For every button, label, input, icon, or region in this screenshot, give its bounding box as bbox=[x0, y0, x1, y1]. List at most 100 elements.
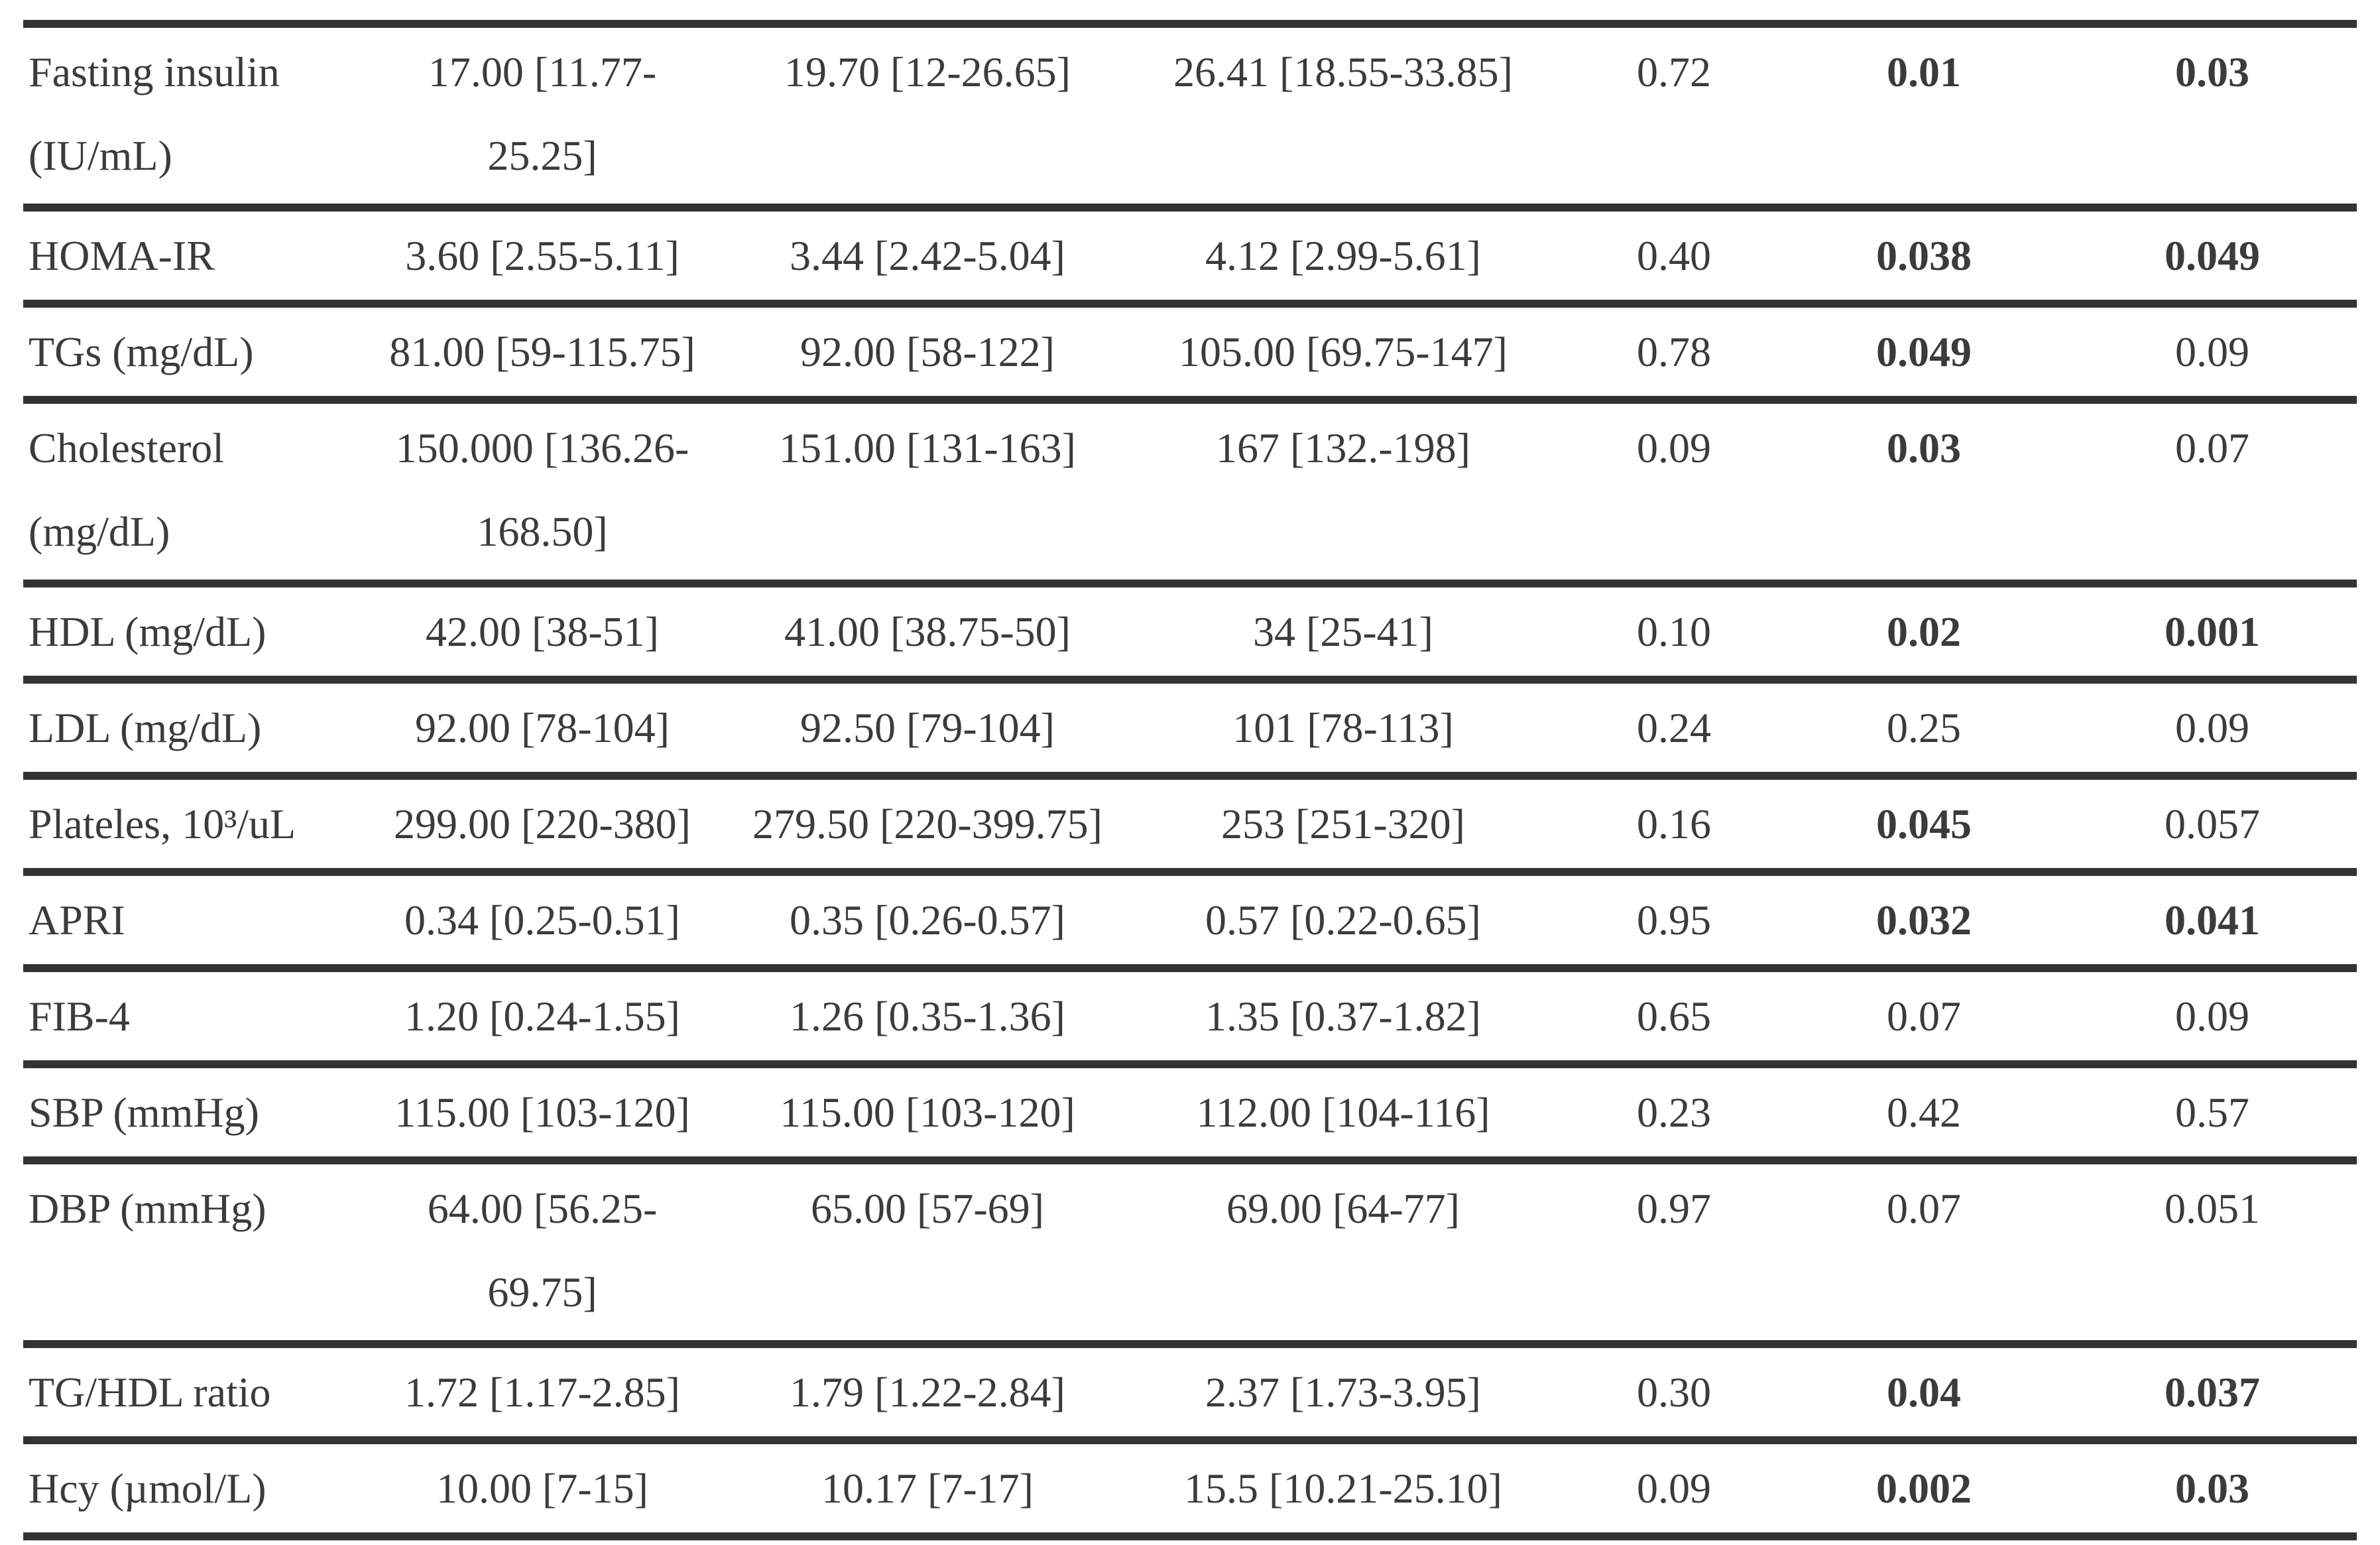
median-iqr-group3: 34 [25-41] bbox=[1253, 608, 1433, 655]
median-iqr-group2: 92.50 [79-104] bbox=[800, 704, 1055, 751]
p-value-3: 0.07 bbox=[2175, 424, 2249, 471]
p-value-1: 0.10 bbox=[1637, 608, 1711, 655]
p-value-1: 0.78 bbox=[1637, 328, 1711, 375]
p-value-2: 0.42 bbox=[1887, 1089, 1961, 1136]
median-iqr-group3: 26.41 [18.55-33.85] bbox=[1173, 48, 1513, 95]
p-value-1: 0.09 bbox=[1637, 1465, 1711, 1512]
p-value-3: 0.051 bbox=[2165, 1185, 2260, 1232]
row-label: Hcy (µmol/L) bbox=[29, 1465, 267, 1512]
row-label-line1: Cholesterol bbox=[29, 424, 225, 471]
p-value-2: 0.002 bbox=[1876, 1465, 1972, 1512]
p-value-3: 0.057 bbox=[2165, 800, 2260, 847]
table-row-platelets: Plateles, 10³/uL 299.00 [220-380] 279.50… bbox=[23, 780, 2357, 876]
table-row-fib4: FIB-4 1.20 [0.24-1.55] 1.26 [0.35-1.36] … bbox=[23, 972, 2357, 1068]
row-label: Plateles, 10³/uL bbox=[29, 800, 296, 847]
median-iqr-group2: 41.00 [38.75-50] bbox=[784, 608, 1071, 655]
p-value-3: 0.03 bbox=[2175, 1465, 2249, 1512]
p-value-2: 0.01 bbox=[1887, 48, 1961, 95]
row-label: FIB-4 bbox=[29, 993, 130, 1040]
p-value-3: 0.09 bbox=[2175, 704, 2249, 751]
p-value-1: 0.97 bbox=[1637, 1185, 1711, 1232]
row-label-line1: Fasting insulin bbox=[29, 48, 280, 95]
row-label: LDL (mg/dL) bbox=[29, 704, 262, 751]
table-row-cholesterol: Cholesterol (mg/dL) 150.000 [136.26- 168… bbox=[23, 404, 2357, 587]
median-iqr-group3: 4.12 [2.99-5.61] bbox=[1205, 232, 1481, 279]
p-value-2: 0.25 bbox=[1887, 704, 1961, 751]
p-value-1: 0.30 bbox=[1637, 1369, 1711, 1416]
row-label: Fasting insulin (IU/mL) bbox=[23, 28, 348, 204]
p-value-3: 0.03 bbox=[2175, 48, 2249, 95]
table-row-fasting-insulin: Fasting insulin (IU/mL) 17.00 [11.77- 25… bbox=[23, 28, 2357, 212]
median-iqr-group1: 0.34 [0.25-0.51] bbox=[404, 896, 680, 944]
median-iqr-group3: 112.00 [104-116] bbox=[1196, 1089, 1490, 1136]
p-value-1: 0.72 bbox=[1637, 48, 1711, 95]
median-iqr-group1-line2: 69.75] bbox=[487, 1268, 597, 1316]
p-value-1: 0.65 bbox=[1637, 993, 1711, 1040]
p-value-3: 0.001 bbox=[2165, 608, 2260, 655]
p-value-2: 0.049 bbox=[1876, 328, 1972, 375]
row-label: HDL (mg/dL) bbox=[29, 608, 267, 655]
p-value-1: 0.09 bbox=[1637, 424, 1711, 471]
median-iqr-group2: 1.79 [1.22-2.84] bbox=[790, 1369, 1065, 1416]
median-iqr-group1: 3.60 [2.55-5.11] bbox=[405, 232, 680, 279]
table-row-tg-hdl-ratio: TG/HDL ratio 1.72 [1.17-2.85] 1.79 [1.22… bbox=[23, 1348, 2357, 1444]
median-iqr-group1-line1: 64.00 [56.25- bbox=[427, 1185, 658, 1232]
median-iqr-group3: 105.00 [69.75-147] bbox=[1179, 328, 1508, 375]
median-iqr-group1: 42.00 [38-51] bbox=[426, 608, 659, 655]
median-iqr-group1-line2: 25.25] bbox=[487, 132, 597, 179]
median-iqr-group1: 81.00 [59-115.75] bbox=[389, 328, 695, 375]
median-iqr-group1: 299.00 [220-380] bbox=[394, 800, 691, 847]
median-iqr-group2: 1.26 [0.35-1.36] bbox=[790, 993, 1065, 1040]
p-value-2: 0.04 bbox=[1887, 1369, 1961, 1416]
median-iqr-group2: 279.50 [220-399.75] bbox=[752, 800, 1102, 847]
median-iqr-group3: 2.37 [1.73-3.95] bbox=[1205, 1369, 1481, 1416]
p-value-2: 0.045 bbox=[1876, 800, 1972, 847]
median-iqr-group3: 0.57 [0.22-0.65] bbox=[1205, 896, 1481, 944]
median-iqr-group3: 101 [78-113] bbox=[1232, 704, 1454, 751]
results-table: Fasting insulin (IU/mL) 17.00 [11.77- 25… bbox=[23, 20, 2357, 1540]
p-value-1: 0.16 bbox=[1637, 800, 1711, 847]
median-iqr-group1: 10.00 [7-15] bbox=[436, 1465, 648, 1512]
row-label: APRI bbox=[29, 896, 125, 944]
median-iqr-group1: 1.72 [1.17-2.85] bbox=[404, 1369, 680, 1416]
p-value-2: 0.03 bbox=[1887, 424, 1961, 471]
table-row-homa-ir: HOMA-IR 3.60 [2.55-5.11] 3.44 [2.42-5.04… bbox=[23, 212, 2357, 308]
median-iqr-group3: 167 [132.-198] bbox=[1216, 424, 1470, 471]
table-row-sbp: SBP (mmHg) 115.00 [103-120] 115.00 [103-… bbox=[23, 1068, 2357, 1164]
median-iqr-group3: 69.00 [64-77] bbox=[1226, 1185, 1460, 1232]
p-value-2: 0.07 bbox=[1887, 1185, 1961, 1232]
table-row-hcy: Hcy (µmol/L) 10.00 [7-15] 10.17 [7-17] 1… bbox=[23, 1444, 2357, 1540]
median-iqr-group2: 19.70 [12-26.65] bbox=[784, 48, 1071, 95]
table-row-dbp: DBP (mmHg) 64.00 [56.25- 69.75] 65.00 [5… bbox=[23, 1164, 2357, 1348]
p-value-1: 0.40 bbox=[1637, 232, 1711, 279]
median-iqr-group2: 151.00 [131-163] bbox=[779, 424, 1076, 471]
p-value-1: 0.95 bbox=[1637, 896, 1711, 944]
median-iqr-group1: 115.00 [103-120] bbox=[394, 1089, 690, 1136]
p-value-2: 0.07 bbox=[1887, 993, 1961, 1040]
median-iqr-group2: 0.35 [0.26-0.57] bbox=[790, 896, 1065, 944]
median-iqr-group2: 3.44 [2.42-5.04] bbox=[790, 232, 1065, 279]
median-iqr-group1: 1.20 [0.24-1.55] bbox=[404, 993, 680, 1040]
row-label: TGs (mg/dL) bbox=[29, 328, 254, 375]
median-iqr-group1-line1: 150.000 [136.26- bbox=[395, 424, 689, 471]
median-iqr-group2: 10.17 [7-17] bbox=[821, 1465, 1034, 1512]
median-iqr-group1: 64.00 [56.25- 69.75] bbox=[348, 1164, 737, 1340]
median-iqr-group1-line2: 168.50] bbox=[477, 508, 608, 555]
table-row-tgs: TGs (mg/dL) 81.00 [59-115.75] 92.00 [58-… bbox=[23, 308, 2357, 404]
p-value-2: 0.032 bbox=[1876, 896, 1972, 944]
row-label: HOMA-IR bbox=[29, 232, 215, 279]
median-iqr-group2: 92.00 [58-122] bbox=[800, 328, 1055, 375]
row-label: TG/HDL ratio bbox=[29, 1369, 271, 1416]
row-label-line2: (IU/mL) bbox=[29, 132, 172, 179]
row-label: SBP (mmHg) bbox=[29, 1089, 259, 1136]
median-iqr-group3: 253 [251-320] bbox=[1221, 800, 1465, 847]
p-value-3: 0.09 bbox=[2175, 328, 2249, 375]
median-iqr-group3: 1.35 [0.37-1.82] bbox=[1205, 993, 1481, 1040]
median-iqr-group3: 15.5 [10.21-25.10] bbox=[1184, 1465, 1502, 1512]
table-row-apri: APRI 0.34 [0.25-0.51] 0.35 [0.26-0.57] 0… bbox=[23, 876, 2357, 972]
p-value-3: 0.037 bbox=[2165, 1369, 2260, 1416]
median-iqr-group1: 17.00 [11.77- 25.25] bbox=[348, 28, 737, 204]
row-label: DBP (mmHg) bbox=[29, 1185, 267, 1232]
p-value-1: 0.23 bbox=[1637, 1089, 1711, 1136]
p-value-2: 0.038 bbox=[1876, 232, 1972, 279]
